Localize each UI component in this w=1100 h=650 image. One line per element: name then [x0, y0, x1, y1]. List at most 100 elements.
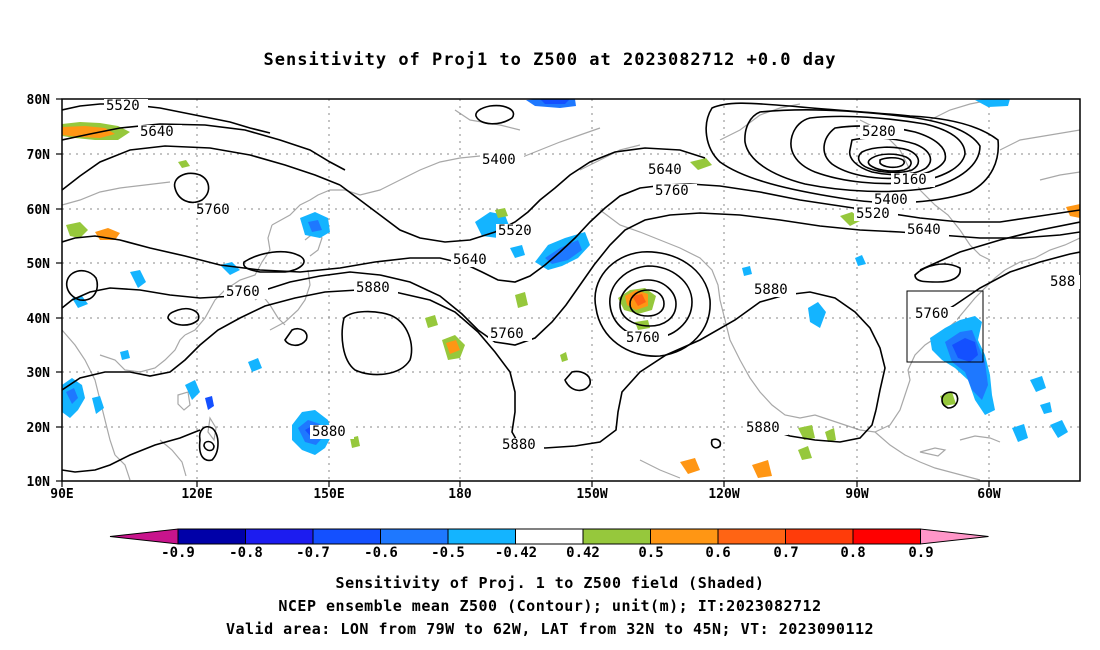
contour-label-text: 5400 [482, 152, 516, 168]
contour-label: 5880 [500, 437, 544, 453]
colorbar-tick-label: 0.8 [840, 545, 865, 561]
colorbar-tick-label: 0.7 [773, 545, 798, 561]
lat-labels: 80N 70N 60N 50N 40N 30N 20N 10N [27, 93, 51, 490]
lon-label: 60W [977, 487, 1001, 502]
positive-sensitivity-patch [178, 160, 190, 168]
colorbar-swatch [852, 528, 921, 545]
positive-sensitivity-patch [680, 458, 700, 474]
sensitivity-shading [62, 99, 1080, 478]
positive-sensitivity-patch [632, 294, 646, 306]
contour-label-text: 5760 [915, 306, 949, 322]
contour-label: 5640 [646, 162, 690, 178]
colorbar-swatch [312, 528, 381, 545]
contour-label-text: 5880 [746, 420, 780, 436]
lat-label: 70N [27, 148, 51, 163]
colorbar-tick-label: 0.42 [566, 545, 600, 561]
lon-labels: 90E 120E 150E 180 150W 120W 90W 60W [50, 487, 1001, 502]
negative-sensitivity-patch [952, 338, 978, 362]
colorbar-high-triangle [920, 528, 989, 545]
colorbar-tick-label: 0.5 [638, 545, 663, 561]
colorbar-tick-label: -0.42 [495, 545, 537, 561]
map-frame [61, 98, 1081, 482]
contour-label: 5640 [138, 124, 182, 140]
coastlines [62, 99, 1080, 481]
contour-label-text: 5760 [196, 202, 230, 218]
negative-sensitivity-patch [855, 255, 866, 266]
z500-contours [62, 102, 1080, 473]
colorbar-swatch [515, 528, 584, 545]
negative-sensitivity-patch [975, 99, 1010, 107]
caption-line-2: NCEP ensemble mean Z500 (Contour); unit(… [278, 597, 822, 615]
contour-label: 5760 [488, 326, 532, 342]
lon-label: 150W [576, 487, 607, 502]
contour-label-text: 5760 [226, 284, 260, 300]
positive-sensitivity-patch [66, 222, 88, 238]
contour-label-text: 5760 [655, 183, 689, 199]
lon-label: 150E [313, 487, 344, 502]
contour-label: 5520 [854, 206, 898, 222]
contour-label: 5880 [744, 420, 788, 436]
contour-label: 5880 [752, 282, 796, 298]
lon-label: 90W [845, 487, 869, 502]
colorbar-swatch [245, 528, 314, 545]
colorbar-swatch [380, 528, 449, 545]
negative-sensitivity-patch [205, 396, 214, 410]
contour-label-text: 5760 [626, 330, 660, 346]
contour-label-text: 5760 [490, 326, 524, 342]
negative-sensitivity-patch [248, 358, 262, 372]
lat-label: 60N [27, 203, 51, 218]
positive-sensitivity-patch [798, 425, 815, 440]
gridlines [62, 99, 1080, 481]
contour-label: 5880 [354, 280, 398, 296]
contour-label-text: 5400 [874, 192, 908, 208]
contour-label: 5400 [872, 192, 916, 208]
negative-sensitivity-patch [308, 220, 322, 232]
colorbar [109, 528, 989, 545]
positive-sensitivity-patch [446, 340, 460, 354]
contour-label: 5520 [496, 223, 540, 239]
positive-sensitivity-patch [560, 352, 568, 362]
contour-label-text: 588 [1050, 274, 1075, 290]
contour-label-text: 5880 [502, 437, 536, 453]
colorbar-tick-label: -0.9 [161, 545, 195, 561]
contour-label: 5760 [624, 330, 668, 346]
colorbar-tick-label: -0.7 [296, 545, 330, 561]
negative-sensitivity-patch [1050, 420, 1068, 438]
negative-sensitivity-patch [495, 208, 508, 218]
contour-label-text: 5640 [140, 124, 174, 140]
contour-label: 5520 [104, 98, 148, 114]
colorbar-tick-label: 0.6 [705, 545, 730, 561]
contour-label: 5760 [194, 202, 238, 218]
contour-label-text: 5640 [453, 252, 487, 268]
contour-label-text: 5520 [856, 206, 890, 222]
contour-label: 5280 [860, 124, 904, 140]
negative-sensitivity-patch [66, 388, 78, 404]
positive-sensitivity-patch [425, 315, 438, 328]
colorbar-swatch [447, 528, 516, 545]
colorbar-swatch [650, 528, 719, 545]
lon-label: 180 [448, 487, 472, 502]
positive-sensitivity-patch [825, 428, 836, 442]
colorbar-swatch [785, 528, 854, 545]
negative-sensitivity-patch [220, 262, 240, 275]
positive-sensitivity-patch [62, 126, 115, 138]
negative-sensitivity-patch [120, 350, 130, 360]
contour-label-text: 5880 [312, 424, 346, 440]
negative-sensitivity-patch [1040, 402, 1052, 414]
colorbar-swatch [717, 528, 786, 545]
caption-line-3: Valid area: LON from 79W to 62W, LAT fro… [225, 620, 875, 638]
contour-label: 5880 [310, 424, 354, 440]
negative-sensitivity-patch [1030, 376, 1046, 392]
contour-label-text: 5640 [907, 222, 941, 238]
lon-label: 90E [50, 487, 73, 502]
caption-line-1: Sensitivity of Proj. 1 to Z500 field (Sh… [335, 574, 765, 592]
plot-title: Sensitivity of Proj1 to Z500 at 20230827… [263, 50, 837, 70]
lat-label: 20N [27, 421, 51, 436]
positive-sensitivity-patch [752, 460, 772, 478]
negative-sensitivity-patch [92, 396, 104, 414]
contour-label: 588 [1048, 274, 1080, 290]
positive-sensitivity-patch [840, 212, 862, 226]
contour-labels: 5520 5640 5400 5640 5760 5280 5160 5400 … [104, 98, 1080, 453]
negative-sensitivity-patch [185, 380, 200, 400]
